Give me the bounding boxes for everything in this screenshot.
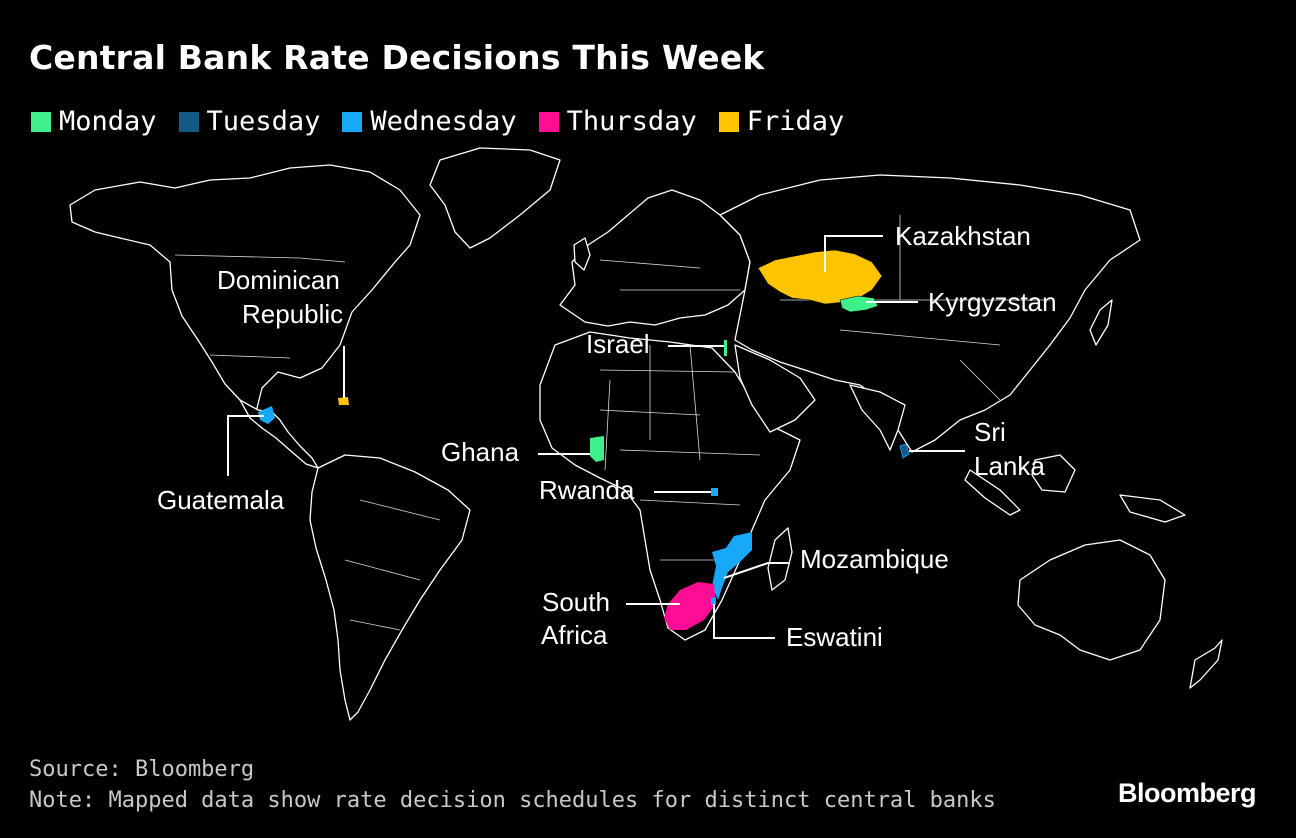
legend-item-thursday: Thursday — [538, 106, 697, 137]
guatemala-shape — [258, 406, 275, 424]
mozambique-shape — [712, 532, 752, 600]
legend-swatch-monday — [31, 111, 51, 132]
new-guinea-landmass — [1119, 494, 1186, 523]
legend-label-friday: Friday — [746, 106, 845, 137]
label-south-africa-line2: Africa — [541, 620, 608, 650]
label-sri-lanka-line2: Lanka — [974, 451, 1045, 481]
label-dominican-republic-line2: Republic — [242, 299, 343, 329]
legend-swatch-thursday — [538, 111, 559, 132]
south-america-landmass — [309, 454, 471, 721]
legend-item-monday: Monday — [31, 106, 157, 137]
north-america-landmass — [69, 164, 421, 413]
legend-label-wednesday: Wednesday — [370, 106, 517, 137]
dominican-republic-shape — [338, 397, 349, 405]
kyrgyzstan-shape — [839, 295, 879, 313]
chart-title: Central Bank Rate Decisions This Week — [29, 38, 765, 77]
label-kyrgyzstan: Kyrgyzstan — [928, 287, 1057, 317]
label-south-africa-line1: South — [542, 587, 610, 617]
greenland-landmass — [429, 147, 561, 249]
highlighted-countries — [258, 249, 910, 630]
south-africa-shape — [664, 582, 716, 630]
label-dominican-republic-line1: Dominican — [217, 265, 340, 295]
legend: Monday Tuesday Wednesday Thursday Friday — [31, 106, 866, 137]
legend-label-tuesday: Tuesday — [206, 106, 321, 137]
label-guatemala: Guatemala — [157, 485, 285, 515]
bloomberg-logo: Bloomberg — [1117, 778, 1257, 808]
legend-swatch-wednesday — [342, 111, 363, 132]
arabia-landmass — [734, 344, 816, 433]
country-labels: Kazakhstan Kyrgyzstan Israel Dominican R… — [157, 221, 1057, 652]
legend-label-thursday: Thursday — [566, 106, 697, 137]
label-sri-lanka-line1: Sri — [974, 417, 1006, 447]
legend-swatch-tuesday — [178, 111, 199, 132]
sri-lanka-shape — [899, 443, 910, 459]
label-israel: Israel — [586, 329, 650, 359]
kazakhstan-shape — [757, 249, 883, 305]
label-rwanda: Rwanda — [539, 475, 635, 505]
sumatra-landmass — [964, 469, 1021, 516]
central-america-landmass — [239, 399, 319, 469]
leader-lines — [227, 235, 965, 639]
footer: Source: Bloomberg Note: Mapped data show… — [29, 754, 996, 816]
madagascar-landmass — [767, 527, 793, 591]
label-mozambique: Mozambique — [800, 544, 949, 574]
label-kazakhstan: Kazakhstan — [895, 221, 1031, 251]
ghana-shape — [590, 436, 604, 462]
legend-item-tuesday: Tuesday — [178, 106, 321, 137]
legend-item-friday: Friday — [718, 106, 845, 137]
rwanda-shape — [711, 488, 718, 496]
uk-landmass — [573, 237, 591, 271]
india-landmass — [849, 384, 906, 451]
eswatini-shape — [711, 597, 716, 605]
legend-swatch-friday — [718, 111, 739, 132]
new-zealand-landmass — [1189, 639, 1223, 689]
label-ghana: Ghana — [441, 437, 520, 467]
japan-landmass — [1089, 299, 1113, 346]
data-note: Note: Mapped data show rate decision sch… — [29, 788, 996, 813]
legend-label-monday: Monday — [59, 106, 157, 137]
legend-item-wednesday: Wednesday — [342, 106, 517, 137]
label-eswatini: Eswatini — [786, 622, 883, 652]
borneo-landmass — [1031, 454, 1076, 493]
israel-shape — [724, 340, 727, 356]
country-borders — [174, 215, 1050, 631]
source-note: Source: Bloomberg — [29, 757, 255, 782]
australia-landmass — [1017, 539, 1166, 661]
